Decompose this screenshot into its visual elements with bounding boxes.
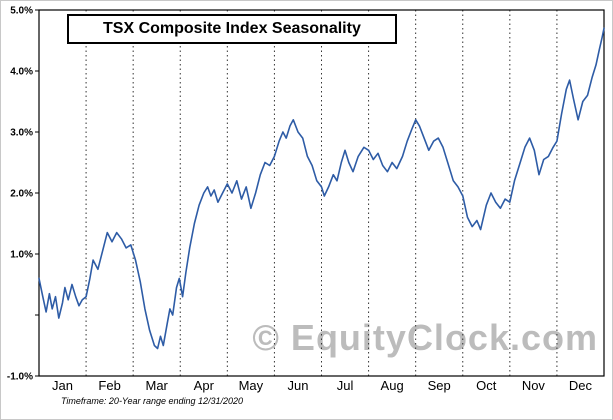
x-axis-month-label: Oct xyxy=(476,378,497,393)
y-axis-label: 5.0% xyxy=(10,6,33,17)
x-axis-month-label: May xyxy=(239,378,264,393)
y-axis-label: -1.0% xyxy=(7,372,33,383)
x-axis-month-label: Sep xyxy=(428,378,451,393)
equityclock-watermark: © EquityClock.com xyxy=(252,317,598,358)
x-axis-month-label: Feb xyxy=(98,378,120,393)
y-axis-label: 3.0% xyxy=(10,128,33,139)
x-axis-month-label: Nov xyxy=(522,378,546,393)
timeframe-note: Timeframe: 20-Year range ending 12/31/20… xyxy=(61,396,244,406)
seasonality-line xyxy=(38,27,605,350)
chart-title: TSX Composite Index Seasonality xyxy=(103,20,361,37)
x-axis-month-label: Apr xyxy=(194,378,215,393)
x-axis-month-label: Jan xyxy=(52,378,73,393)
y-axis-label: 4.0% xyxy=(10,67,33,78)
x-axis-month-label: Mar xyxy=(146,378,169,393)
y-axis-label: 1.0% xyxy=(10,250,33,261)
x-axis-month-label: Jul xyxy=(337,378,354,393)
x-axis-month-label: Jun xyxy=(287,378,308,393)
chart-title-box: TSX Composite Index Seasonality xyxy=(67,14,397,44)
y-axis-label: 2.0% xyxy=(10,189,33,200)
x-axis-month-label: Aug xyxy=(381,378,404,393)
x-axis-month-label: Dec xyxy=(569,378,593,393)
